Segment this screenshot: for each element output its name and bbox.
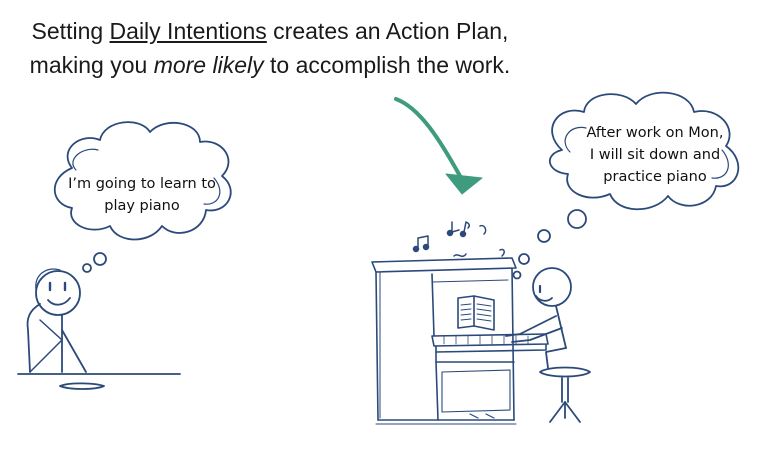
thought-dot-1: [567, 209, 587, 229]
piano-stool: [539, 366, 591, 423]
green-arrow: [394, 97, 483, 195]
left-bubble-line: I’m going to learn to: [68, 176, 216, 192]
right-bubble-line: After work on Mon,: [586, 125, 724, 141]
thought-dot-4: [512, 270, 522, 280]
more-likely-italic: more likely: [153, 52, 264, 78]
right-bubble-text: After work on Mon, I will sit down and p…: [570, 122, 740, 188]
music-notes: [412, 221, 505, 258]
headline-text: creates an Action Plan,: [266, 18, 509, 44]
headline-text: Setting: [31, 18, 110, 44]
headline: Setting Daily Intentions creates an Acti…: [0, 14, 540, 82]
thinking-stick-figure: [17, 268, 181, 390]
thought-dot-2: [537, 229, 551, 243]
headline-line-2: making you more likely to accomplish the…: [0, 48, 540, 82]
thought-dot-large: [93, 252, 107, 266]
headline-text: to accomplish the work.: [263, 52, 511, 78]
left-bubble-line: play piano: [104, 198, 180, 214]
left-bubble-text: I’m going to learn to play piano: [62, 173, 222, 217]
piano-player-figure: [505, 267, 572, 369]
right-bubble-line: I will sit down and: [589, 147, 721, 163]
right-bubble-line: practice piano: [603, 169, 707, 185]
thought-dot-small: [82, 263, 92, 273]
headline-text: making you: [29, 52, 154, 78]
left-thought-cloud: [53, 121, 232, 241]
thought-dot-3: [518, 253, 530, 265]
daily-intentions-underlined: Daily Intentions: [109, 18, 267, 44]
right-thought-cloud: [549, 91, 740, 211]
upright-piano: [371, 257, 549, 425]
headline-line-1: Setting Daily Intentions creates an Acti…: [0, 14, 540, 48]
